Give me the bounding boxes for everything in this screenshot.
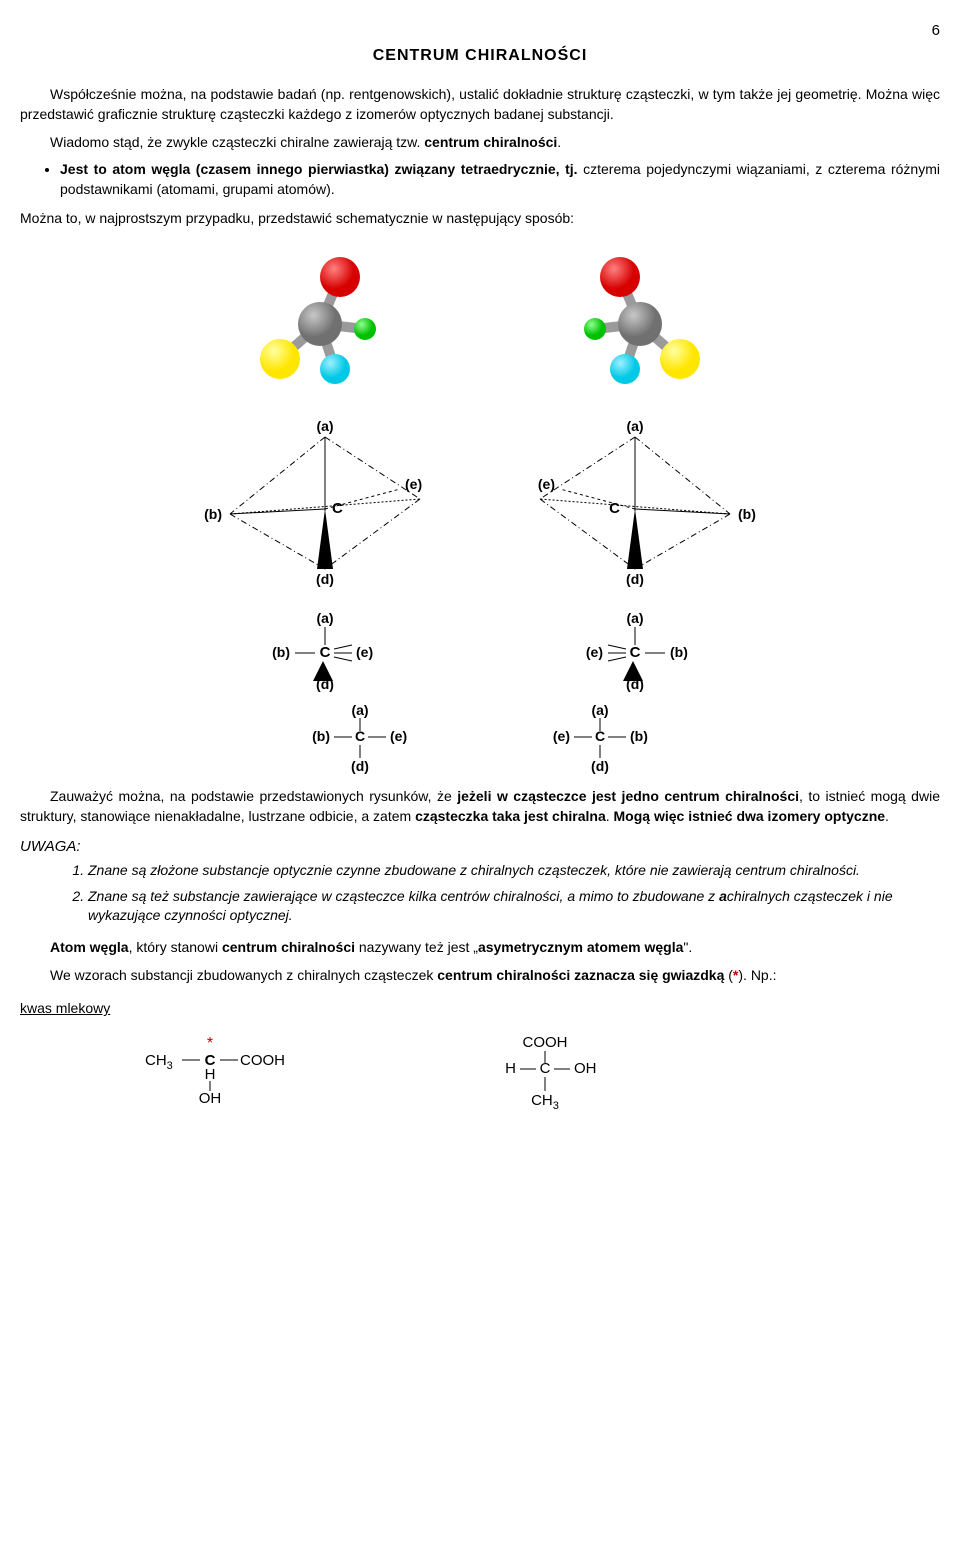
p4d: cząsteczka taka jest chiralna <box>415 808 606 824</box>
svg-text:C: C <box>595 728 605 744</box>
svg-text:COOH: COOH <box>523 1034 568 1051</box>
p5d: nazywany też jest „ <box>355 939 478 955</box>
tetrahedron-right: (a) (b) (e) (d) C <box>510 419 760 589</box>
svg-text:(b): (b) <box>738 506 756 522</box>
svg-text:*: * <box>207 1035 213 1052</box>
svg-text:(d): (d) <box>316 571 334 587</box>
paragraph-5: Atom węgla, który stanowi centrum chiral… <box>20 938 940 958</box>
p4f: Mogą więc istnieć dwa izomery optyczne <box>614 808 886 824</box>
p5a: Atom węgla <box>50 939 129 955</box>
flat-row: (a) (b) C (e) (d) (a) (e) C (b) (d) <box>20 703 940 773</box>
p2-part-c: . <box>557 134 561 150</box>
paragraph-6: We wzorach substancji zbudowanych z chir… <box>20 966 940 986</box>
p4a: Zauważyć można, na podstawie przedstawio… <box>50 788 457 804</box>
flat-right: (a) (e) C (b) (d) <box>540 703 660 773</box>
p6d: ). Np.: <box>738 967 776 983</box>
paragraph-4: Zauważyć można, na podstawie przedstawio… <box>20 787 940 826</box>
svg-text:(b): (b) <box>630 728 648 744</box>
svg-text:(b): (b) <box>670 644 688 660</box>
p5f: ". <box>683 939 692 955</box>
svg-text:(d): (d) <box>626 571 644 587</box>
bullet-bold-a: Jest to atom węgla (czasem innego pierwi… <box>60 161 583 177</box>
uwaga-item-1: Znane są złożone substancje optycznie cz… <box>88 861 940 881</box>
svg-text:OH: OH <box>199 1090 222 1107</box>
kwas-label: kwas mlekowy <box>20 999 940 1019</box>
p4e: . <box>606 808 614 824</box>
svg-text:(e): (e) <box>553 728 570 744</box>
svg-text:(d): (d) <box>351 758 369 774</box>
wedge-left: (a) C (b) (e) (d) <box>260 609 390 689</box>
p5c: centrum chiralności <box>222 939 355 955</box>
svg-text:COOH: COOH <box>240 1052 285 1069</box>
svg-text:(e): (e) <box>586 644 603 660</box>
svg-text:(a): (a) <box>626 418 643 434</box>
svg-text:(e): (e) <box>356 644 373 660</box>
svg-text:(a): (a) <box>591 702 608 718</box>
svg-text:(b): (b) <box>272 644 290 660</box>
uwaga2-text: Znane są też substancje zawierające w cz… <box>88 888 893 924</box>
svg-text:C: C <box>540 1060 551 1077</box>
svg-text:(a): (a) <box>626 610 643 626</box>
svg-text:H: H <box>505 1060 516 1077</box>
svg-text:(e): (e) <box>390 728 407 744</box>
molecule-model-right <box>550 249 730 399</box>
wedge-row: (a) C (b) (e) (d) (a) C (b) (e) (d) <box>20 609 940 689</box>
molecule-model-left <box>230 249 410 399</box>
svg-text:(d): (d) <box>316 676 334 692</box>
svg-text:C: C <box>609 500 620 517</box>
uwaga-list: Znane są złożone substancje optycznie cz… <box>48 861 940 926</box>
uwaga-item-2: Znane są też substancje zawierające w cz… <box>88 887 940 926</box>
svg-text:C: C <box>320 644 331 661</box>
page-number: 6 <box>20 20 940 41</box>
svg-text:(a): (a) <box>316 610 333 626</box>
svg-text:CH3: CH3 <box>531 1092 559 1112</box>
paragraph-1: Współcześnie można, na podstawie badań (… <box>20 85 940 124</box>
p2-part-a: Wiadomo stąd, że zwykle cząsteczki chira… <box>50 134 424 150</box>
paragraph-3: Można to, w najprostszym przypadku, prze… <box>20 209 940 229</box>
svg-text:(e): (e) <box>538 476 555 492</box>
uwaga-heading: UWAGA: <box>20 836 940 857</box>
lactic-acid-linear: * CH3 C H COOH OH <box>140 1033 320 1103</box>
paragraph-2: Wiadomo stąd, że zwykle cząsteczki chira… <box>20 133 940 153</box>
svg-text:(e): (e) <box>405 476 422 492</box>
svg-text:(d): (d) <box>626 676 644 692</box>
wedge-right: (a) C (b) (e) (d) <box>570 609 700 689</box>
lactic-acid-fischer: COOH H C OH CH3 <box>480 1033 610 1113</box>
svg-text:(a): (a) <box>351 702 368 718</box>
page-title: CENTRUM CHIRALNOŚCI <box>20 45 940 67</box>
p5b: , który stanowi <box>129 939 222 955</box>
p5e: asymetrycznym atomem węgla <box>478 939 683 955</box>
svg-text:CH3: CH3 <box>145 1052 173 1072</box>
svg-text:(b): (b) <box>312 728 330 744</box>
bullet-list: Jest to atom węgla (czasem innego pierwi… <box>60 160 940 199</box>
svg-text:OH: OH <box>574 1060 597 1077</box>
p4g: . <box>885 808 889 824</box>
p6b: centrum chiralności zaznacza się gwiazdk… <box>437 967 724 983</box>
svg-text:(b): (b) <box>204 506 222 522</box>
svg-text:(a): (a) <box>316 418 333 434</box>
svg-text:C: C <box>332 500 343 517</box>
svg-text:C: C <box>355 728 365 744</box>
bullet-item: Jest to atom węgla (czasem innego pierwi… <box>60 160 940 199</box>
bullet-dot: . <box>331 181 335 197</box>
svg-text:C: C <box>630 644 641 661</box>
tetrahedron-row: (a) (b) (e) (d) C (a) (b) (e) (d) C <box>20 419 940 589</box>
svg-text:(d): (d) <box>591 758 609 774</box>
p6a: We wzorach substancji zbudowanych z chir… <box>50 967 437 983</box>
model-row <box>20 249 940 399</box>
p2-bold: centrum chiralności <box>424 134 557 150</box>
p4b: jeżeli w cząsteczce jest jedno centrum c… <box>457 788 799 804</box>
lactic-acid-row: * CH3 C H COOH OH COOH H C OH CH3 <box>140 1033 940 1113</box>
svg-text:H: H <box>205 1066 216 1083</box>
tetrahedron-left: (a) (b) (e) (d) C <box>200 419 450 589</box>
flat-left: (a) (b) C (e) (d) <box>300 703 420 773</box>
p6c: ( <box>724 967 733 983</box>
